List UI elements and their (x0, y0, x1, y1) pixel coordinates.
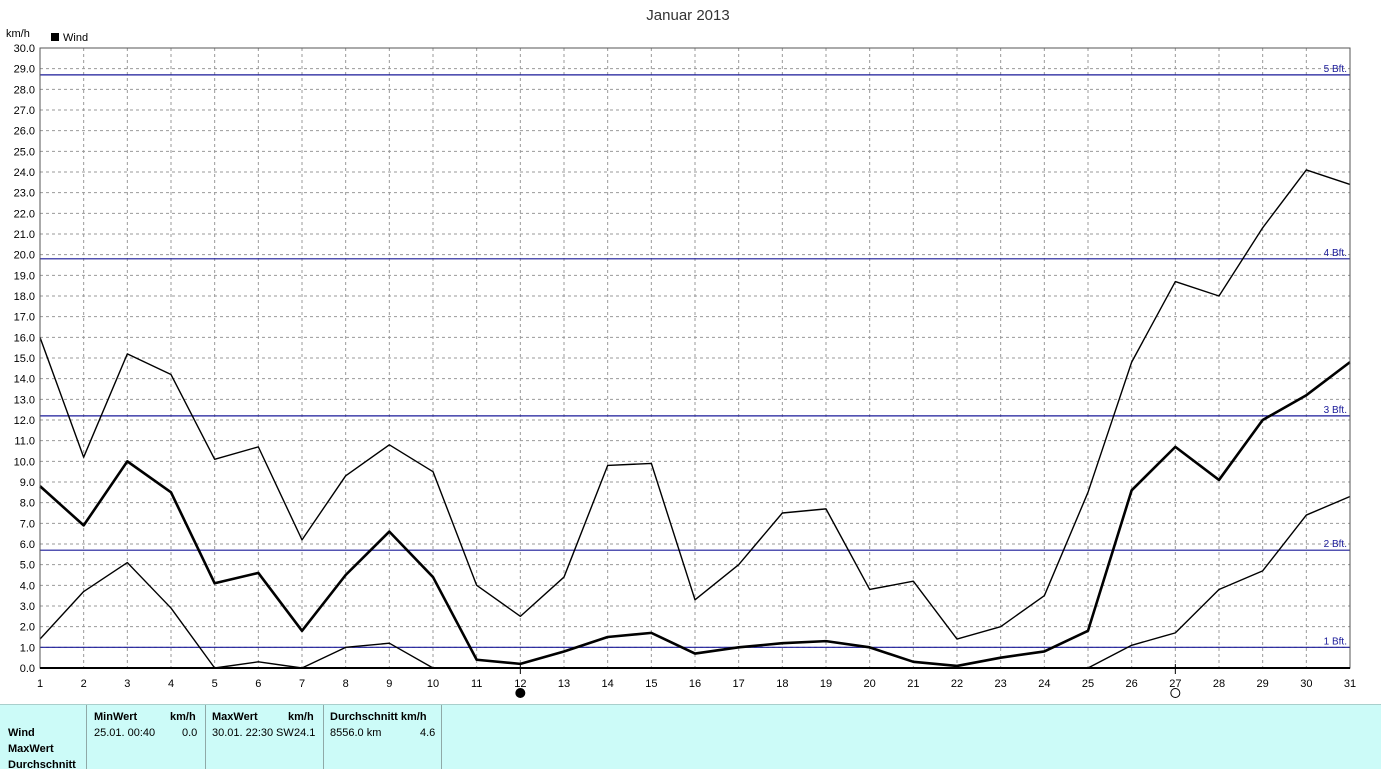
x-tick-label: 19 (820, 678, 832, 690)
y-tick-label: 12.0 (14, 415, 35, 427)
x-tick-label: 18 (776, 678, 788, 690)
y-tick-label: 3.0 (20, 601, 35, 613)
y-tick-label: 24.0 (14, 167, 35, 179)
y-tick-label: 30.0 (14, 43, 35, 55)
beaufort-label: 5 Bft. (1324, 64, 1347, 75)
y-tick-label: 5.0 (20, 560, 35, 572)
y-tick-label: 7.0 (20, 518, 35, 530)
y-tick-label: 2.0 (20, 622, 35, 634)
max-direction: SW (276, 727, 294, 739)
beaufort-label: 3 Bft. (1324, 405, 1347, 416)
x-tick-label: 23 (995, 678, 1007, 690)
x-tick-label: 25 (1082, 678, 1094, 690)
y-tick-label: 13.0 (14, 394, 35, 406)
avg-distance: 8556.0 km (330, 727, 382, 739)
min-unit: km/h (170, 711, 196, 723)
y-tick-label: 27.0 (14, 105, 35, 117)
y-tick-label: 16.0 (14, 332, 35, 344)
x-tick-label: 1 (37, 678, 43, 690)
x-tick-label: 9 (386, 678, 392, 690)
min-value: 0.0 (182, 727, 198, 739)
y-axis-unit: km/h (6, 28, 30, 40)
x-tick-label: 15 (645, 678, 657, 690)
series-line-max (39, 169, 1351, 640)
wind-chart: Januar 2013 km/h Wind 1 Bft. 2 Bft. 3 Bft.… (6, 7, 1356, 698)
max-time: 30.01. 22:30 (212, 727, 274, 739)
x-tick-label: 28 (1213, 678, 1225, 690)
full-moon-icon (1170, 688, 1181, 698)
x-tick-label: 31 (1344, 678, 1356, 690)
x-tick-label: 24 (1038, 678, 1050, 690)
y-tick-label: 20.0 (14, 250, 35, 262)
legend-label: Wind (63, 32, 88, 44)
max-unit: km/h (288, 711, 314, 723)
x-tick-label: 22 (951, 678, 963, 690)
row-label-wind: Wind (8, 727, 35, 739)
x-tick-label: 2 (81, 678, 87, 690)
x-tick-label: 6 (255, 678, 261, 690)
x-tick-label: 5 (212, 678, 218, 690)
x-tick-label: 29 (1257, 678, 1269, 690)
beaufort-label: 2 Bft. (1324, 539, 1347, 550)
panel-divider (323, 705, 324, 769)
y-tick-label: 9.0 (20, 477, 35, 489)
y-tick-label: 11.0 (14, 436, 35, 448)
new-moon-icon (515, 688, 526, 698)
x-tick-label: 7 (299, 678, 305, 690)
x-tick-label: 8 (343, 678, 349, 690)
x-tick-label: 30 (1300, 678, 1312, 690)
panel-divider (86, 705, 87, 769)
y-tick-label: 18.0 (14, 291, 35, 303)
y-tick-label: 28.0 (14, 84, 35, 96)
x-tick-label: 26 (1126, 678, 1138, 690)
panel-divider (441, 705, 442, 769)
y-tick-label: 15.0 (14, 353, 35, 365)
y-tick-label: 19.0 (14, 270, 35, 282)
x-tick-label: 10 (427, 678, 439, 690)
x-tick-label: 14 (602, 678, 614, 690)
y-tick-label: 22.0 (14, 208, 35, 220)
max-value: 24.1 (294, 727, 316, 739)
y-tick-label: 10.0 (14, 456, 35, 468)
y-tick-label: 0.0 (20, 663, 35, 675)
avg-value: 4.6 (420, 727, 436, 739)
x-tick-label: 13 (558, 678, 570, 690)
series-line-avg (39, 361, 1351, 668)
chart-title: Januar 2013 (646, 7, 729, 24)
y-tick-label: 17.0 (14, 312, 35, 324)
min-time: 25.01. 00:40 (94, 727, 156, 739)
x-tick-label: 11 (471, 678, 482, 690)
beaufort-label: 4 Bft. (1324, 248, 1347, 259)
panel-divider (205, 705, 206, 769)
y-tick-label: 26.0 (14, 126, 35, 138)
beaufort-label: 1 Bft. (1324, 636, 1347, 647)
min-section: MinWert km/h 25.01. 00:40 0.0 (94, 711, 202, 739)
y-tick-label: 14.0 (14, 374, 35, 386)
x-tick-label: 20 (864, 678, 876, 690)
avg-section: Durchschnitt km/h 8556.0 km 4.6 (330, 711, 438, 739)
y-tick-label: 25.0 (14, 146, 35, 158)
x-tick-label: 4 (168, 678, 174, 690)
y-tick-label: 8.0 (20, 498, 35, 510)
y-tick-label: 6.0 (20, 539, 35, 551)
x-tick-label: 27 (1169, 678, 1181, 690)
x-tick-label: 12 (514, 678, 526, 690)
x-tick-label: 21 (907, 678, 919, 690)
y-tick-label: 29.0 (14, 64, 35, 76)
legend-swatch (51, 33, 59, 41)
x-tick-label: 16 (689, 678, 701, 690)
avg-header: Durchschnitt km/h (330, 711, 427, 723)
min-header: MinWert (94, 711, 138, 723)
row-label-durchschnitt: Durchschnitt (8, 759, 76, 771)
y-tick-label: 23.0 (14, 188, 35, 200)
max-header: MaxWert (212, 711, 258, 723)
y-tick-label: 21.0 (14, 229, 35, 241)
x-tick-label: 3 (124, 678, 130, 690)
max-section: MaxWert km/h 30.01. 22:30 SW 24.1 (212, 711, 320, 739)
y-tick-label: 1.0 (20, 642, 35, 654)
x-tick-label: 17 (733, 678, 745, 690)
y-tick-label: 4.0 (20, 580, 35, 592)
row-label-maxwert: MaxWert (8, 743, 54, 755)
statistics-panel: Wind MaxWert Durchschnitt MinWert km/h 2… (0, 704, 1381, 771)
